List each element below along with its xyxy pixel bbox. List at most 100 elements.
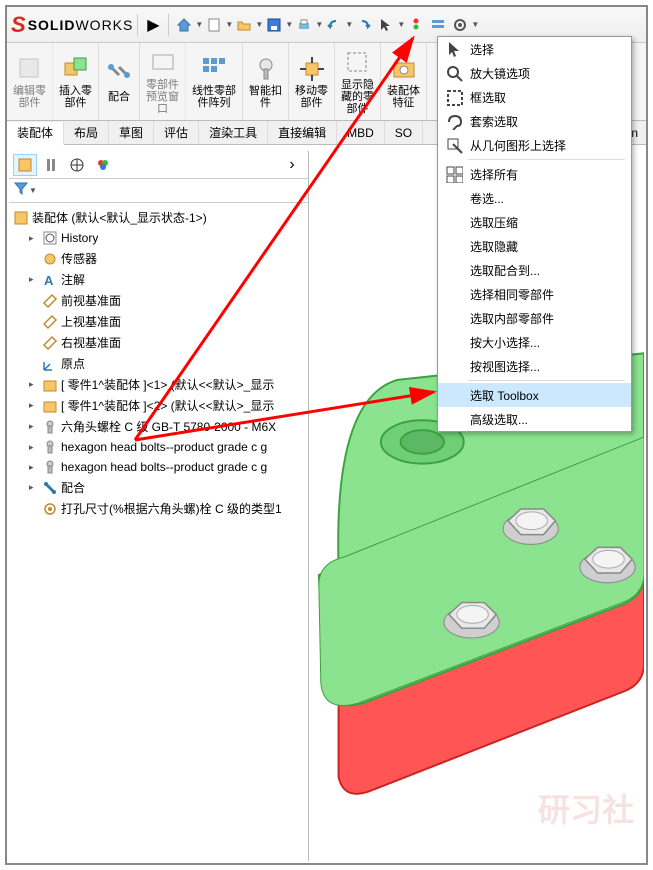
ribbon-smart-fastener[interactable]: 智能扣件 [243,43,289,120]
expand-icon[interactable]: › [280,154,304,176]
ribbon-mate[interactable]: 配合 [99,43,140,120]
menu-item[interactable]: 选择 [438,37,631,61]
dropdown-icon[interactable]: ▼ [471,20,479,29]
tab-1[interactable]: 布局 [64,121,109,144]
plane-icon [42,314,58,330]
dropdown-icon[interactable]: ▼ [345,20,353,29]
select-dropdown-menu: 选择放大镜选项框选取套索选取从几何图形上选择选择所有卷选...选取压缩选取隐藏选… [437,36,632,432]
menu-item[interactable]: 从几何图形上选择 [438,133,631,157]
ribbon-move-part[interactable]: 移动零部件 [289,43,335,120]
menu-item[interactable]: 选取配合到... [438,258,631,282]
undo-icon[interactable] [323,14,345,36]
tree-item[interactable]: ▸hexagon head bolts--product grade c g [11,457,306,477]
box-sel-icon [444,87,464,107]
home-icon[interactable] [173,14,195,36]
tree-item[interactable]: 前视基准面 [11,290,306,311]
save-icon[interactable] [263,14,285,36]
hole-icon [42,501,58,517]
filter-icon[interactable] [13,180,29,201]
menu-item[interactable]: 选取隐藏 [438,234,631,258]
menu-item[interactable]: 选择所有 [438,162,631,186]
tab-3[interactable]: 评估 [154,121,199,144]
menu-item[interactable]: 选取压缩 [438,210,631,234]
expand-icon[interactable]: ▸ [29,442,39,453]
ribbon-label: 装配体特征 [387,85,420,109]
display-tab-icon[interactable] [65,154,89,176]
smart-fastener-icon [252,55,280,83]
menu-item[interactable]: 放大镜选项 [438,61,631,85]
ribbon-assy-feature[interactable]: 装配体特征 [381,43,427,120]
tree-item[interactable]: ▸History [11,228,306,248]
tab-7[interactable]: SO [385,121,423,144]
tree-root[interactable]: 装配体 (默认<默认_显示状态-1>) [11,207,306,228]
menu-item[interactable]: 卷选... [438,186,631,210]
redo-icon[interactable] [353,14,375,36]
tree-item[interactable]: ▸hexagon head bolts--product grade c g [11,437,306,457]
assy-feature-icon [390,55,418,83]
expand-icon[interactable]: ▸ [29,233,39,244]
tree-label: 前视基准面 [61,292,121,309]
tree-item[interactable]: 原点 [11,353,306,374]
tree-label: 六角头螺栓 C 级 GB-T 5780-2000 - M6X [61,418,276,435]
expand-icon[interactable]: ▸ [29,379,39,390]
play-icon[interactable]: ▶ [142,14,164,36]
menu-item[interactable]: 选择相同零部件 [438,282,631,306]
dropdown-icon[interactable]: ▼ [397,20,405,29]
tree-item[interactable]: 传感器 [11,248,306,269]
expand-icon[interactable]: ▸ [29,482,39,493]
tree-item[interactable]: ▸[ 零件1^装配体 ]<1> (默认<<默认>_显示 [11,374,306,395]
expand-icon[interactable]: ▸ [29,462,39,473]
menu-item[interactable]: 高级选取... [438,407,631,431]
tab-0[interactable]: 装配体 [7,122,64,145]
ribbon-insert-part[interactable]: 插入零部件 [53,43,99,120]
feature-tree-tab-icon[interactable] [13,154,37,176]
dropdown-icon[interactable]: ▼ [315,20,323,29]
tree-item[interactable]: 打孔尺寸(%根据六角头螺)栓 C 级的类型1 [11,498,306,519]
expand-icon[interactable]: ▸ [29,421,39,432]
lasso-icon [444,111,464,131]
menu-item[interactable]: 选取内部零部件 [438,306,631,330]
dropdown-icon[interactable]: ▼ [225,20,233,29]
menu-label: 放大镜选项 [470,65,530,82]
open-icon[interactable] [233,14,255,36]
ribbon-label: 编辑零部件 [13,85,46,109]
ribbon-linear-pattern[interactable]: 线性零部件阵列 [186,43,243,120]
rebuild-icon[interactable] [427,14,449,36]
plane-icon [42,335,58,351]
traffic-icon[interactable] [405,14,427,36]
cursor-icon[interactable] [375,14,397,36]
expand-icon[interactable]: ▸ [29,274,39,285]
menu-item[interactable]: 框选取 [438,85,631,109]
tree-item[interactable]: ▸ 六角头螺栓 C 级 GB-T 5780-2000 - M6X [11,416,306,437]
menu-item[interactable]: 按视图选择... [438,354,631,378]
tree-item[interactable]: ▸ 配合 [11,477,306,498]
note-icon: A [42,272,58,288]
tab-4[interactable]: 渲染工具 [199,121,268,144]
tab-2[interactable]: 草图 [109,121,154,144]
print-icon[interactable] [293,14,315,36]
config-tab-icon[interactable] [39,154,63,176]
expand-icon[interactable]: ▸ [29,400,39,411]
menu-label: 框选取 [470,89,506,106]
ribbon-show-hidden[interactable]: 显示隐藏的零部件 [335,43,381,120]
preview-icon [149,49,177,77]
tab-5[interactable]: 直接编辑 [268,121,337,144]
appearance-tab-icon[interactable] [91,154,115,176]
new-icon[interactable] [203,14,225,36]
tree-item[interactable]: ▸[ 零件1^装配体 ]<2> (默认<<默认>_显示 [11,395,306,416]
tree-label: 配合 [61,479,85,496]
settings-icon[interactable] [449,14,471,36]
plane-icon [42,293,58,309]
dropdown-icon[interactable]: ▼ [255,20,263,29]
menu-item[interactable]: 套索选取 [438,109,631,133]
sensor-icon [42,251,58,267]
menu-item[interactable]: 选取 Toolbox [438,383,631,407]
dropdown-icon[interactable]: ▼ [195,20,203,29]
part-icon [42,398,58,414]
tab-6[interactable]: MBD [337,121,385,144]
tree-item[interactable]: 右视基准面 [11,332,306,353]
tree-item[interactable]: 上视基准面 [11,311,306,332]
menu-item[interactable]: 按大小选择... [438,330,631,354]
tree-item[interactable]: ▸A注解 [11,269,306,290]
dropdown-icon[interactable]: ▼ [285,20,293,29]
